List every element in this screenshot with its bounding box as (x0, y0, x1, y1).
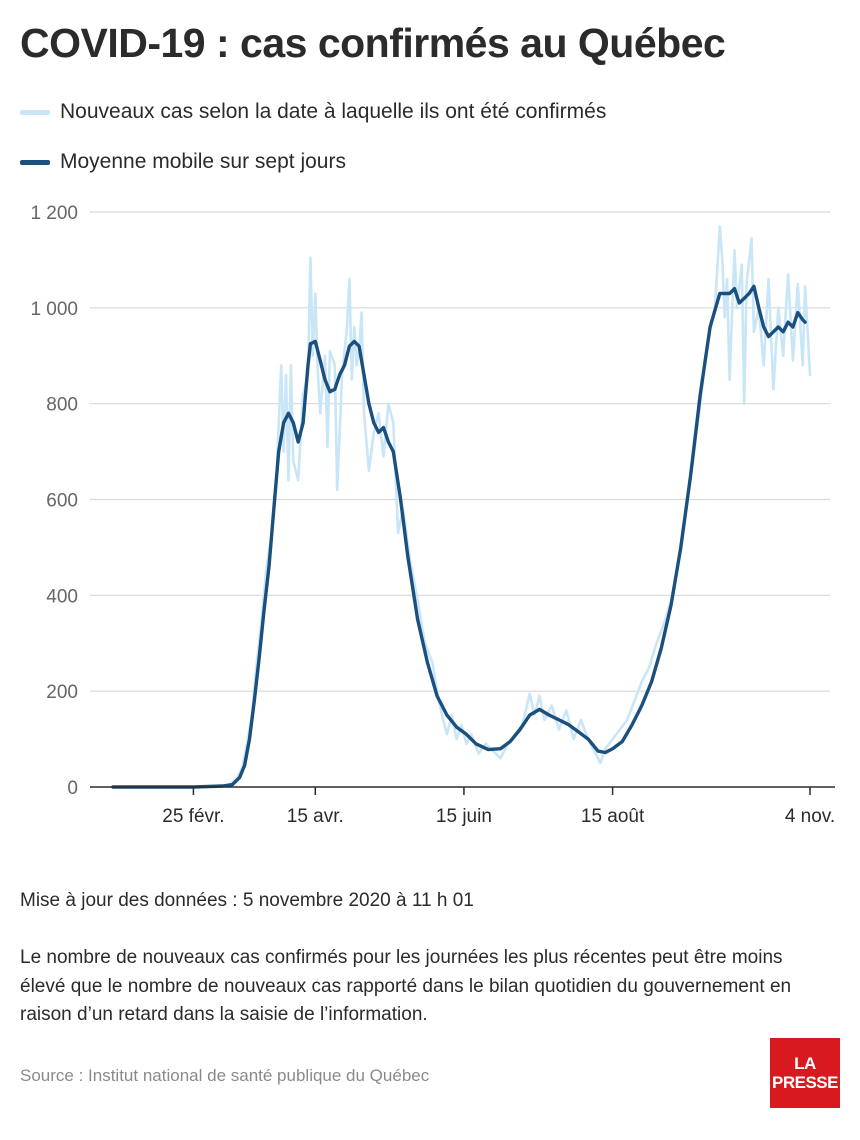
x-axis: 25 févr. 15 avr. 15 juin 15 août 4 nov. (90, 786, 835, 827)
legend-label-daily-cases: Nouveaux cas selon la date à laquelle il… (60, 100, 607, 123)
data-update-timestamp: Mise à jour des données : 5 novembre 202… (20, 890, 474, 911)
x-tick-label: 15 août (581, 806, 645, 827)
logo-line-1: LA (794, 1054, 816, 1073)
legend-swatch-daily-cases (20, 109, 50, 115)
chart-title: COVID-19 : cas confirmés au Québec (20, 20, 726, 66)
la-presse-logo[interactable]: LA PRESSE (770, 1038, 840, 1108)
y-tick-label: 1 000 (30, 299, 78, 320)
y-tick-label: 0 (67, 778, 78, 799)
y-tick-label: 200 (46, 682, 78, 703)
y-tick-label: 400 (46, 586, 78, 607)
legend-item-moving-average: Moyenne mobile sur sept jours (20, 150, 346, 174)
y-tick-label: 600 (46, 491, 78, 512)
x-tick-label: 15 juin (436, 806, 492, 827)
grid-lines (90, 211, 830, 692)
legend-swatch-moving-average (20, 159, 50, 165)
legend-label-moving-average: Moyenne mobile sur sept jours (60, 150, 346, 173)
legend-item-daily-cases: Nouveaux cas selon la date à laquelle il… (20, 100, 606, 124)
data-source: Source : Institut national de santé publ… (20, 1066, 430, 1085)
data-lag-note: Le nombre de nouveaux cas confirmés pour… (20, 947, 792, 1025)
series-line-moving-average (111, 284, 807, 789)
y-tick-label: 1 200 (30, 203, 78, 224)
y-axis-tick-labels: 0 200 400 600 800 1 000 1 200 (30, 203, 78, 799)
x-tick-label: 25 févr. (162, 806, 224, 827)
x-tick-label: 15 avr. (287, 806, 344, 827)
x-tick-label: 4 nov. (785, 806, 835, 827)
logo-line-2: PRESSE (772, 1073, 838, 1092)
y-tick-label: 800 (46, 395, 78, 416)
covid-cases-chart: 0 200 400 600 800 1 000 1 200 25 févr. 15 avr. 1… (30, 203, 835, 827)
series-line-daily-cases (111, 225, 812, 789)
series-lines (111, 225, 812, 789)
